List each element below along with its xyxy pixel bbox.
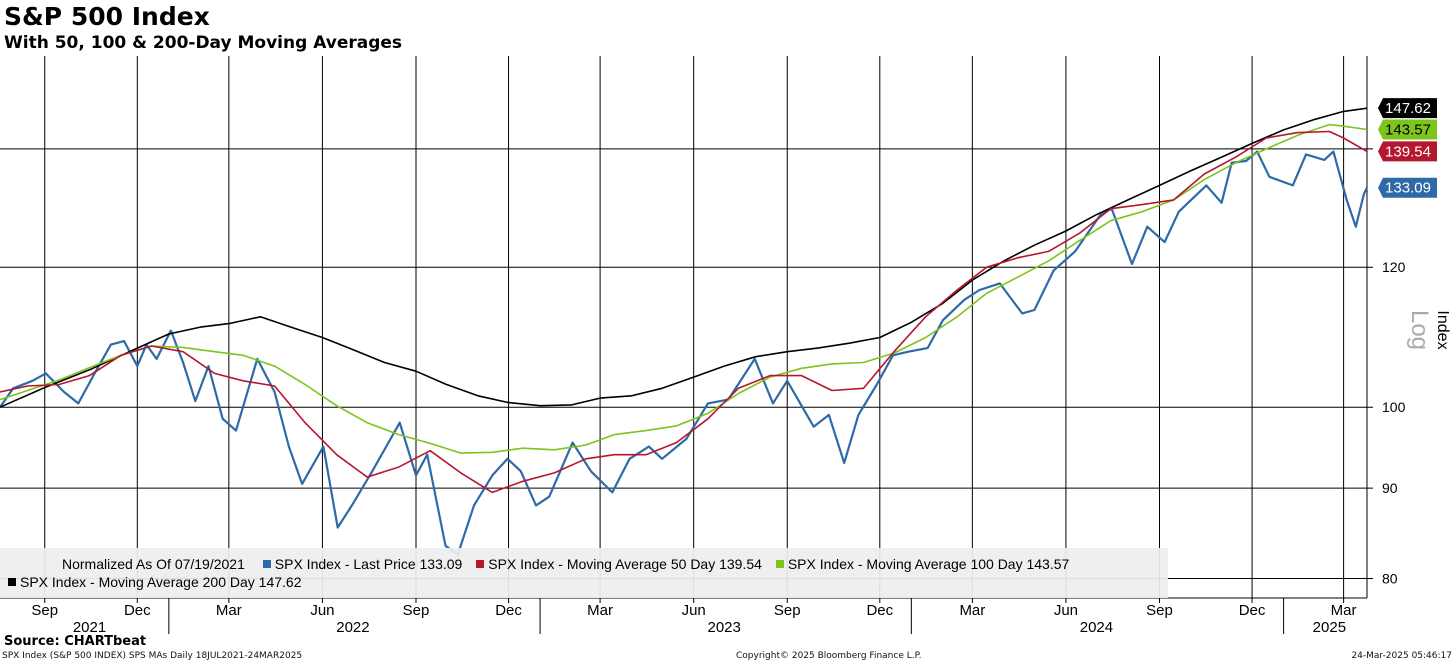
log-scale-label: Log: [1406, 310, 1433, 350]
x-tick-label-13: Dec: [1239, 602, 1266, 619]
x-tick-label-0: Sep: [31, 602, 58, 619]
year-label-1: 2022: [336, 619, 369, 636]
footer-description: SPX Index (S&P 500 INDEX) SPS MAs Daily …: [2, 651, 303, 661]
x-tick-label-14: Mar: [1331, 602, 1357, 619]
legend-swatch-price: [262, 560, 271, 568]
year-label-3: 2024: [1080, 619, 1113, 636]
series-line-price: [0, 150, 1368, 556]
legend-label-price: SPX Index - Last Price 133.09: [274, 556, 463, 572]
footer-copyright: Copyright© 2025 Bloomberg Finance L.P.: [736, 651, 922, 661]
series-line-ma50: [0, 130, 1368, 494]
x-tick-label-7: Jun: [682, 602, 706, 619]
y-tick-label-1: 90: [1382, 480, 1398, 496]
last-value-label-ma50: 139.54: [1385, 143, 1431, 160]
last-value-tag-ma200: [1378, 98, 1437, 119]
legend-item-price: SPX Index - Last Price 133.09: [262, 556, 463, 572]
legend-item-ma100: SPX Index - Moving Average 100 Day 143.5…: [775, 556, 1070, 572]
chart-subtitle: With 50, 100 & 200-Day Moving Averages: [4, 33, 403, 53]
x-tick-label-6: Mar: [587, 602, 613, 619]
source-note: Source: CHARTbeat: [4, 634, 147, 649]
legend-item-ma50: SPX Index - Moving Average 50 Day 139.54: [476, 556, 762, 572]
x-tick-label-11: Jun: [1054, 602, 1078, 619]
legend-swatch-ma100: [775, 560, 784, 568]
last-value-tag-ma50: [1378, 141, 1437, 162]
x-tick-label-4: Sep: [403, 602, 430, 619]
footer-timestamp: 24-Mar-2025 05:46:17: [1351, 651, 1452, 661]
y-tick-label-0: 80: [1382, 571, 1398, 587]
chart-title: S&P 500 Index: [4, 2, 210, 31]
last-value-label-ma100: 143.57: [1385, 122, 1431, 139]
legend-label-ma50: SPX Index - Moving Average 50 Day 139.54: [488, 556, 762, 572]
x-tick-label-8: Sep: [774, 602, 801, 619]
x-tick-label-2: Mar: [216, 602, 242, 619]
series-line-ma100: [0, 123, 1368, 454]
legend-swatch-ma50: [476, 560, 485, 568]
x-tick-label-5: Dec: [495, 602, 522, 619]
x-tick-label-9: Dec: [866, 602, 893, 619]
legend-label-ma100: SPX Index - Moving Average 100 Day 143.5…: [787, 556, 1070, 572]
y-axis-label: Index: [1434, 310, 1451, 349]
chart-legend: Normalized As Of 07/19/2021 SPX Index - …: [0, 548, 1168, 598]
last-value-label-price: 133.09: [1385, 180, 1431, 197]
legend-normalized-note: Normalized As Of 07/19/2021: [62, 556, 245, 572]
x-tick-label-12: Sep: [1146, 602, 1173, 619]
last-value-label-ma200: 147.62: [1385, 100, 1431, 117]
y-tick-label-2: 100: [1382, 399, 1406, 415]
last-value-tag-price: [1378, 177, 1437, 198]
legend-swatch-ma200: [8, 578, 16, 586]
year-label-0: 2021: [73, 619, 106, 636]
legend-item-ma200: SPX Index - Moving Average 200 Day 147.6…: [8, 574, 301, 590]
y-tick-label-3: 120: [1382, 259, 1406, 275]
x-tick-label-10: Mar: [959, 602, 985, 619]
year-label-4: 2025: [1313, 619, 1346, 636]
x-tick-label-1: Dec: [124, 602, 151, 619]
year-label-2: 2023: [707, 619, 740, 636]
last-value-tag-ma100: [1378, 119, 1437, 140]
legend-label-ma200: SPX Index - Moving Average 200 Day 147.6…: [20, 574, 302, 590]
x-tick-label-3: Jun: [310, 602, 334, 619]
series-line-ma200: [0, 107, 1368, 408]
